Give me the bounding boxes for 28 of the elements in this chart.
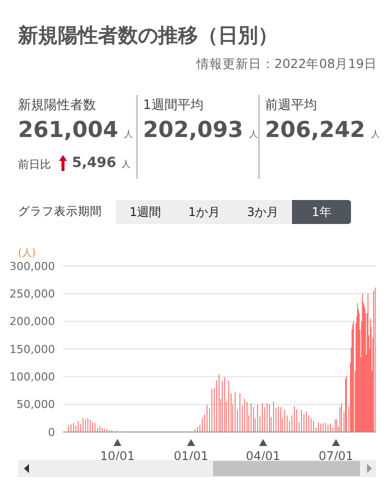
text: 人 xyxy=(121,160,130,170)
text: 5,496 xyxy=(72,155,116,171)
text: 人 xyxy=(371,130,380,140)
y-tick-label: 100,000 xyxy=(10,370,55,384)
y-tick-label: 0 xyxy=(48,426,55,439)
y-tick-label: 250,000 xyxy=(10,288,55,301)
text: 206,242 xyxy=(265,118,366,143)
text: 人 xyxy=(124,130,134,140)
x-tick-label: 10/01 xyxy=(100,449,135,463)
text: 新規陽性者数 xyxy=(18,97,96,114)
x-tick-label: 07/01 xyxy=(318,449,354,463)
text: 人 xyxy=(249,130,258,140)
x-tick-label: 04/01 xyxy=(246,449,280,463)
period-selector: 1週間 1か月 3か月 1年 xyxy=(116,200,351,224)
text: 261,004 xyxy=(18,118,118,143)
text: 前週平均 xyxy=(265,97,317,114)
y-tick-label: 150,000 xyxy=(10,342,55,356)
text: 202,093 xyxy=(143,118,244,143)
x-tick-label: 01/01 xyxy=(174,449,208,463)
text: 1週間平均 xyxy=(143,97,204,114)
chart-subtitle: 情報更新日：2022年08月19日 xyxy=(196,56,377,73)
text: グラフ表示期間 xyxy=(18,204,102,219)
y-tick-label: 50,000 xyxy=(16,398,55,412)
text: 前日比 xyxy=(18,157,51,172)
y-axis-title: (人) xyxy=(18,247,36,260)
chart-title: 新規陽性者数の推移（日別） xyxy=(18,22,278,49)
y-tick-label: 300,000 xyxy=(10,260,55,273)
y-tick-label: 200,000 xyxy=(10,315,55,328)
